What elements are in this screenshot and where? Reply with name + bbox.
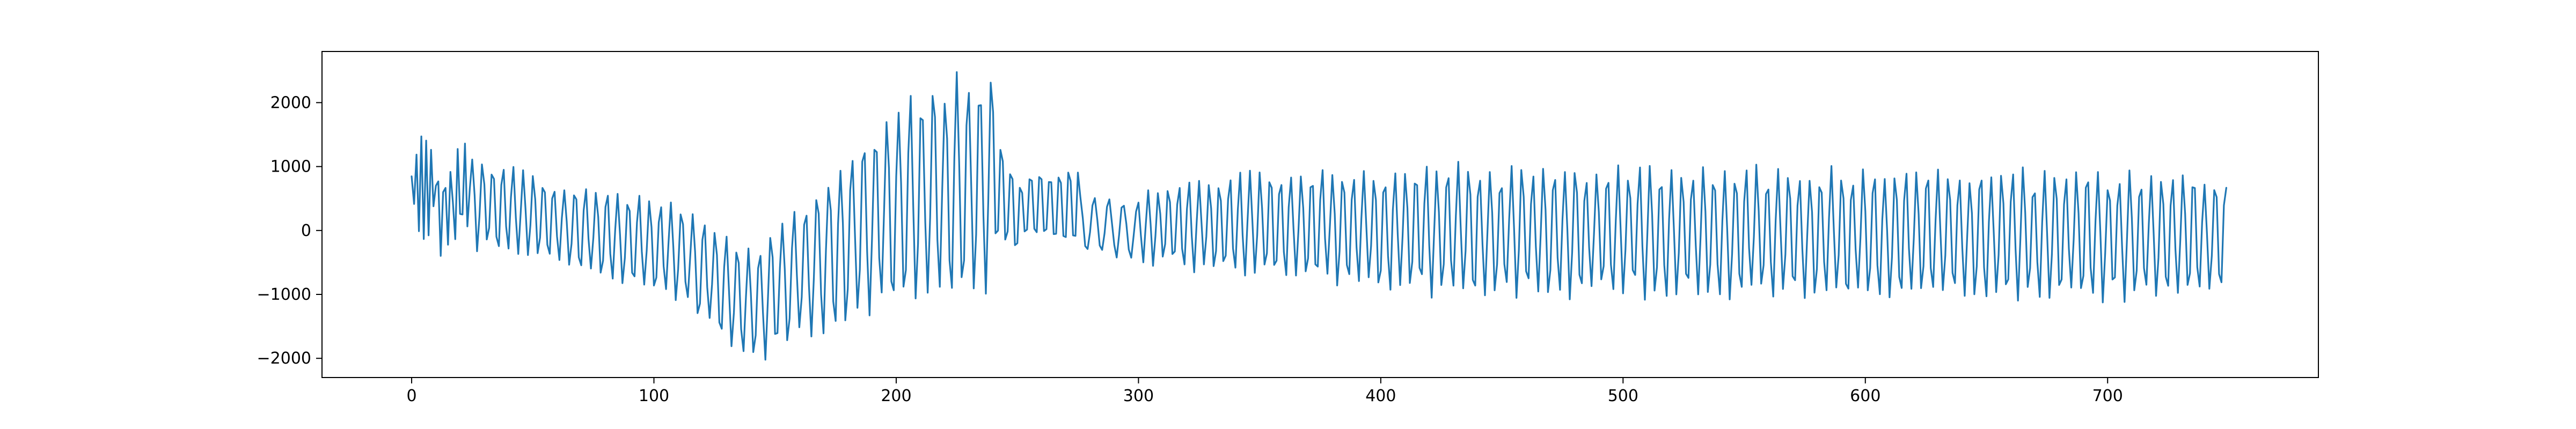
- x-tick-label: 100: [639, 387, 669, 405]
- y-tick-label: 0: [301, 221, 311, 240]
- y-tick-label: −1000: [257, 285, 311, 304]
- y-tick-label: 1000: [270, 158, 311, 176]
- x-tick-label: 300: [1123, 387, 1154, 405]
- x-tick-label: 500: [1608, 387, 1638, 405]
- x-tick-label: 400: [1365, 387, 1396, 405]
- series-line: [411, 71, 2227, 361]
- y-axis: −2000 −1000 0 1000 2000: [257, 93, 322, 368]
- x-tick-label: 600: [1850, 387, 1880, 405]
- x-tick-label: 700: [2092, 387, 2123, 405]
- x-tick-label: 200: [881, 387, 911, 405]
- axes-frame: [321, 51, 2319, 378]
- x-tick-label: 0: [406, 387, 416, 405]
- x-axis: 0 100 200 300 400 500 600 700: [406, 378, 2123, 405]
- y-tick-label: 2000: [270, 93, 311, 112]
- y-tick-label: −2000: [257, 349, 311, 368]
- plot-area: [321, 51, 2319, 378]
